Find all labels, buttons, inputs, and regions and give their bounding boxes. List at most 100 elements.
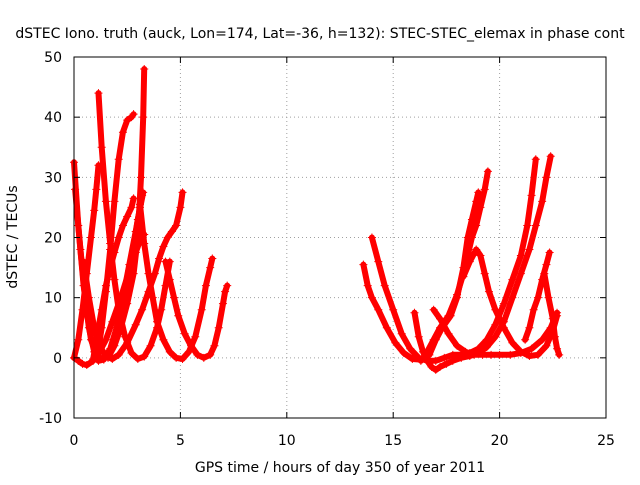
data-point [436,362,445,371]
data-point [76,245,85,254]
data-point [483,167,492,176]
data-point [546,152,555,161]
data-point [431,365,440,374]
data-point [144,269,153,278]
data-point [548,314,557,323]
data-point [499,299,508,308]
data-point [495,350,504,359]
data-point [101,287,110,296]
x-tick-label: 10 [278,433,296,449]
x-tick-label: 15 [384,433,402,449]
data-point [359,260,368,269]
data-point [206,350,215,359]
y-tick-label: 30 [44,170,62,186]
data-point [146,341,155,350]
x-tick-label: 25 [597,433,615,449]
data-point [184,347,193,356]
data-point [508,338,517,347]
data-point [108,317,117,326]
data-point [178,188,187,197]
data-point [140,65,149,74]
x-tick-label: 20 [491,433,509,449]
series-line [162,258,231,361]
data-point [367,233,376,242]
data-point [480,185,489,194]
data-point [429,335,438,344]
data-point [79,257,88,266]
data-point [480,269,489,278]
data-point [139,113,148,122]
data-point [155,254,164,263]
data-point [482,343,491,352]
data-point [93,350,102,359]
data-point [135,200,144,209]
data-point [84,293,93,302]
data-point [397,329,406,338]
data-point [71,185,80,194]
data-point [116,323,125,332]
data-point [97,143,106,152]
data-point [508,275,517,284]
data-series-10 [135,200,217,364]
data-point [106,239,115,248]
data-point [533,350,542,359]
data-point [191,332,200,341]
data-point [527,344,536,353]
data-point [123,299,132,308]
data-point [159,335,168,344]
axes: 0 5 10 15 20 25 -10 0 10 20 30 40 50 [39,50,615,449]
data-point [208,254,217,263]
data-point [90,206,99,215]
data-point [176,203,185,212]
data-point [110,341,119,350]
data-point [555,350,564,359]
data-point [516,347,525,356]
data-point [540,269,549,278]
data-point [542,173,551,182]
data-point [484,287,493,296]
data-point [199,353,208,362]
data-point [118,128,127,137]
data-point [201,281,210,290]
data-point [187,341,196,350]
data-point [159,242,168,251]
data-point [476,251,485,260]
data-point [429,305,438,314]
data-point [114,233,123,242]
data-point [214,323,223,332]
data-point [525,352,534,361]
data-point [459,272,468,281]
data-point [140,352,149,361]
data-point [170,293,179,302]
data-point [453,290,462,299]
data-point [174,311,183,320]
data-point [380,281,389,290]
data-point [157,305,166,314]
data-point [448,356,457,365]
data-series-17 [459,245,562,361]
data-point [74,335,83,344]
data-point [82,361,91,370]
data-point [427,362,436,371]
data-point [542,260,551,269]
data-point [210,341,219,350]
data-series-8 [94,89,174,364]
data-point [461,347,470,356]
data-point [472,245,481,254]
data-point [165,347,174,356]
data-point [172,221,181,230]
data-point [167,227,176,236]
data-point [137,173,146,182]
data-series-9 [104,65,149,362]
data-point [94,89,103,98]
series-line [94,111,137,358]
data-point [527,191,536,200]
data-point [382,323,391,332]
data-point [478,350,487,359]
data-point [491,332,500,341]
y-tick-label: 40 [44,110,62,126]
data-point [78,359,87,368]
data-point [550,332,559,341]
y-tick-label: 0 [53,351,62,367]
data-point [104,353,113,362]
